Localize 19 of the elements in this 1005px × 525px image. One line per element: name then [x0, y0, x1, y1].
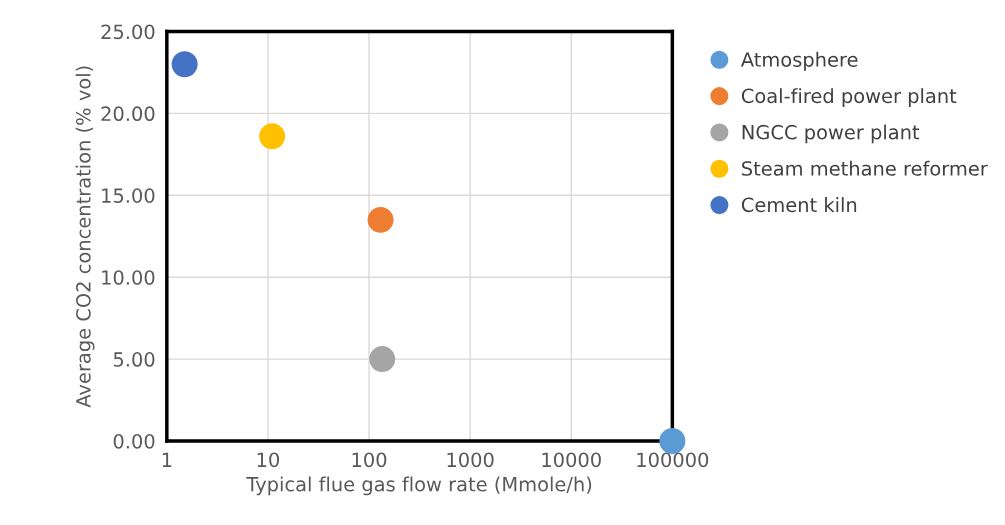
x-tick-label: 10 — [257, 452, 280, 468]
x-axis-title: Typical flue gas flow rate (Mmole/h) — [246, 476, 592, 496]
y-tick-label: 5.00 — [113, 352, 155, 367]
y-tick-label: 10.00 — [102, 270, 155, 285]
legend-label: NGCC power plant — [742, 124, 920, 144]
legend-label: Atmosphere — [740, 51, 858, 71]
y-tick-label: 25.00 — [101, 24, 155, 40]
x-tick-label: 100 — [352, 452, 387, 468]
y-tick-label: 20.00 — [101, 106, 155, 122]
legend-label: Coal-fired power plant — [741, 88, 957, 107]
x-tick-label: 1000 — [447, 452, 494, 468]
x-tick-label: 10000 — [542, 452, 601, 468]
y-tick-label: 15.00 — [102, 188, 155, 203]
legend-label: Cement kiln — [741, 197, 857, 213]
x-tick-label: 100000 — [637, 452, 709, 468]
y-tick-label: 0.00 — [113, 433, 155, 449]
x-tick-label: 1 — [162, 452, 172, 467]
legend-label: Steam methane reformer — [742, 160, 988, 176]
y-axis-title: Average CO2 concentration (% vol) — [75, 66, 95, 408]
